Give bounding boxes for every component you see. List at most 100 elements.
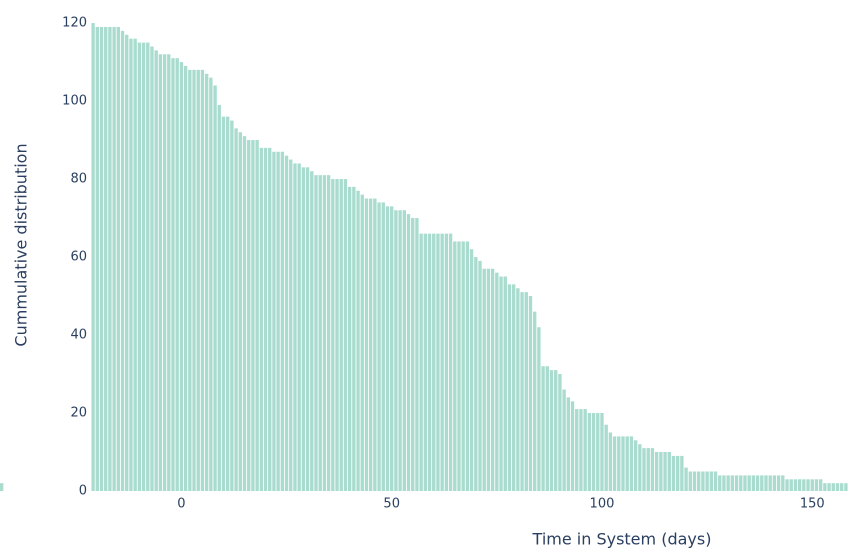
bar <box>524 292 528 491</box>
x-tick-label: 100 <box>590 497 615 512</box>
bar <box>722 475 726 491</box>
bar <box>793 479 798 491</box>
bar <box>583 409 587 491</box>
bar <box>814 479 819 491</box>
bar <box>95 26 99 492</box>
y-tick-label: 100 <box>62 94 87 109</box>
bar <box>650 448 655 491</box>
bar <box>301 167 306 491</box>
bar <box>251 140 255 491</box>
bar <box>297 163 301 491</box>
bar <box>91 23 95 492</box>
bar <box>781 475 785 491</box>
bar <box>293 163 297 491</box>
bar <box>183 65 188 492</box>
bar <box>810 479 814 491</box>
y-tick-label: 80 <box>70 172 87 187</box>
bar <box>591 413 596 491</box>
bar <box>339 179 343 491</box>
bar <box>768 475 772 491</box>
bar <box>482 268 486 491</box>
bar <box>419 233 423 491</box>
bar <box>789 479 793 491</box>
bar <box>360 194 364 491</box>
bar <box>772 475 777 491</box>
bar <box>764 475 768 491</box>
bar <box>150 46 154 491</box>
bar <box>137 42 142 491</box>
bar <box>520 292 524 491</box>
y-tick-label: 20 <box>70 406 87 421</box>
bar <box>280 151 285 491</box>
bar <box>507 284 512 491</box>
bar <box>276 151 280 491</box>
bar <box>436 233 440 491</box>
bar <box>284 155 289 491</box>
bar <box>108 26 112 492</box>
bar <box>747 475 751 491</box>
bar <box>381 202 385 492</box>
bar <box>709 471 714 491</box>
bar <box>377 202 381 492</box>
bar <box>474 257 478 491</box>
bar <box>600 413 604 491</box>
bar <box>562 389 566 491</box>
bar <box>268 147 272 492</box>
bar <box>364 198 369 491</box>
bar <box>200 69 205 491</box>
bar <box>549 370 554 491</box>
bar <box>688 471 692 491</box>
bar <box>331 179 335 491</box>
bar <box>579 409 583 491</box>
bar <box>835 483 840 491</box>
bar <box>347 186 352 491</box>
x-tick-label: 0 <box>177 497 185 512</box>
bar <box>511 284 516 491</box>
bar <box>322 175 327 492</box>
bar <box>141 42 146 491</box>
bar <box>411 218 415 491</box>
bar <box>663 452 667 491</box>
bar <box>625 436 629 491</box>
bar <box>368 198 373 491</box>
bar <box>242 136 247 491</box>
bar <box>133 38 137 492</box>
bar <box>490 268 495 491</box>
bar <box>453 241 457 491</box>
bar <box>654 452 659 491</box>
bar <box>486 268 491 491</box>
bar <box>343 179 348 491</box>
bar <box>125 34 129 491</box>
bar <box>204 73 209 491</box>
bar <box>234 128 238 491</box>
y-tick-label: 40 <box>70 328 87 343</box>
bar <box>537 327 541 491</box>
bar <box>478 260 482 491</box>
bar <box>730 475 735 491</box>
bar <box>352 186 356 491</box>
bar <box>448 233 453 491</box>
bar <box>305 167 310 491</box>
bar <box>457 241 461 491</box>
bar <box>692 471 697 491</box>
bar <box>503 276 507 491</box>
y-tick-label: 0 <box>79 484 87 499</box>
bar <box>171 58 175 491</box>
bar <box>310 171 314 491</box>
bar <box>823 483 827 491</box>
bar <box>755 475 760 491</box>
y-axis-title: Cummulative distribution <box>12 143 31 346</box>
bar <box>116 26 121 492</box>
bar <box>495 272 499 491</box>
bar <box>263 147 268 492</box>
bar <box>587 413 592 491</box>
bar <box>402 210 406 491</box>
bar <box>638 444 642 491</box>
bar <box>255 140 259 491</box>
bar <box>335 179 339 491</box>
bar <box>192 69 196 491</box>
bar <box>104 26 108 492</box>
bar <box>394 210 398 491</box>
bar <box>213 85 217 491</box>
